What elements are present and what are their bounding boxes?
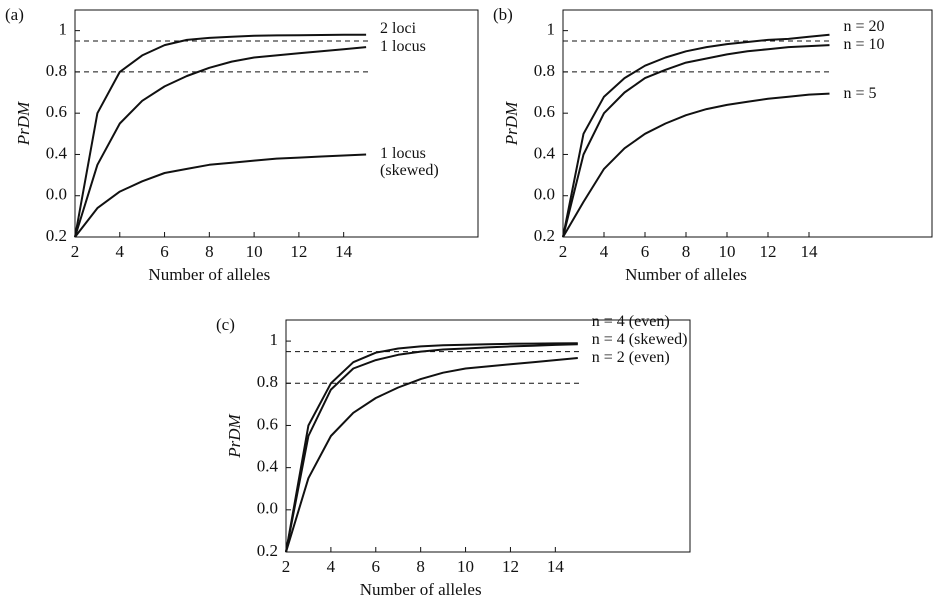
x-axis-label: Number of alleles: [148, 265, 270, 284]
series-label: n = 20: [843, 18, 885, 36]
series-line: [74, 46, 367, 238]
y-tick-label: 0.8: [46, 61, 67, 80]
y-tick-label: 0.0: [534, 185, 555, 204]
series-line: [74, 153, 367, 238]
series-label: n = 4 (even): [591, 312, 670, 330]
y-tick-label: 0.2: [46, 226, 67, 245]
x-tick-label: 6: [641, 242, 650, 261]
plot-frame: [74, 9, 479, 238]
x-tick-label: 4: [600, 242, 609, 261]
x-tick-label: 2: [71, 242, 80, 261]
x-tick-label: 12: [290, 242, 307, 261]
series-label: 2 loci: [380, 20, 417, 38]
x-tick-label: 4: [116, 242, 125, 261]
x-tick-label: 8: [682, 242, 691, 261]
series-line: [74, 33, 367, 238]
y-tick-label: 0.0: [257, 499, 278, 518]
x-tick-label: 6: [372, 557, 381, 576]
y-tick-label: 0.6: [257, 414, 278, 433]
series-label: n = 4 (skewed): [591, 330, 688, 348]
y-axis-label: PrDM: [225, 413, 244, 458]
series-line: [285, 343, 578, 553]
x-tick-label: 2: [282, 557, 291, 576]
series-label: 1 locus (skewed): [380, 145, 439, 180]
y-tick-label: 0.6: [534, 102, 555, 121]
plot-frame: [562, 9, 933, 238]
x-axis-label: Number of alleles: [625, 265, 747, 284]
x-tick-label: 12: [760, 242, 777, 261]
y-tick-label: 0.4: [534, 143, 556, 162]
panel-label: (b): [493, 5, 513, 24]
x-tick-label: 2: [559, 242, 568, 261]
panel-label: (c): [216, 315, 235, 334]
series-line: [562, 33, 830, 238]
x-tick-label: 4: [327, 557, 336, 576]
x-tick-label: 12: [502, 557, 519, 576]
x-tick-label: 14: [547, 557, 565, 576]
series-label: n = 5: [843, 84, 877, 102]
x-tick-label: 10: [719, 242, 736, 261]
series-label: n = 10: [843, 36, 885, 54]
y-tick-label: 0.2: [257, 541, 278, 560]
y-axis-label: PrDM: [502, 101, 521, 146]
series-line: [285, 357, 578, 553]
y-tick-label: 0.2: [534, 226, 555, 245]
series-line: [562, 92, 830, 238]
series-label: n = 2 (even): [591, 348, 670, 366]
panel-label: (a): [5, 5, 24, 24]
plot-frame: [285, 319, 691, 553]
y-tick-label: 1: [59, 20, 68, 39]
y-axis-label: PrDM: [14, 101, 33, 146]
y-tick-label: 1: [270, 330, 279, 349]
y-tick-label: 0.8: [257, 372, 278, 391]
series-label: 1 locus: [380, 38, 426, 56]
x-axis-label: Number of alleles: [360, 580, 482, 599]
x-tick-label: 8: [416, 557, 425, 576]
x-tick-label: 10: [246, 242, 263, 261]
y-tick-label: 1: [547, 20, 556, 39]
y-tick-label: 0.4: [257, 457, 279, 476]
y-tick-label: 0.8: [534, 61, 555, 80]
x-tick-label: 14: [335, 242, 353, 261]
x-tick-label: 14: [801, 242, 819, 261]
series-line: [285, 342, 578, 553]
y-tick-label: 0.0: [46, 185, 67, 204]
y-tick-label: 0.4: [46, 143, 68, 162]
x-tick-label: 6: [160, 242, 169, 261]
x-tick-label: 10: [457, 557, 474, 576]
y-tick-label: 0.6: [46, 102, 67, 121]
x-tick-label: 8: [205, 242, 214, 261]
series-line: [562, 44, 830, 238]
